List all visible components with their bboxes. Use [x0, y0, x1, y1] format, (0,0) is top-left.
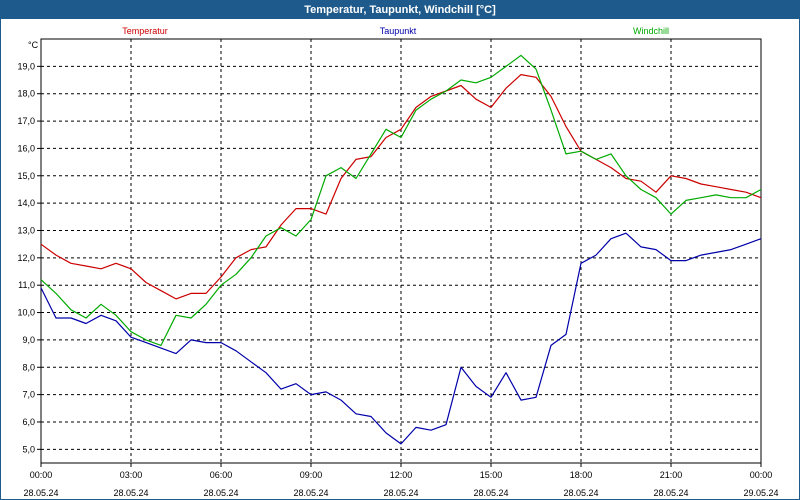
- x-tick-label-time: 06:00: [210, 470, 233, 480]
- x-tick-label-time: 15:00: [480, 470, 503, 480]
- y-tick-label: 16,0: [17, 143, 35, 153]
- x-tick-label-date: 28.05.24: [473, 488, 508, 498]
- y-tick-label: 18,0: [17, 89, 35, 99]
- x-tick-label-date: 28.05.24: [203, 488, 238, 498]
- x-tick-label-date: 28.05.24: [563, 488, 598, 498]
- x-tick-label-time: 00:00: [750, 470, 773, 480]
- y-tick-label: 7,0: [22, 390, 35, 400]
- y-axis-unit: °C: [28, 40, 39, 50]
- y-tick-label: 12,0: [17, 253, 35, 263]
- y-tick-label: 8,0: [22, 362, 35, 372]
- x-tick-label-time: 18:00: [570, 470, 593, 480]
- y-tick-label: 11,0: [18, 280, 35, 290]
- y-tick-label: 17,0: [17, 116, 35, 126]
- axes: 5,0 6,0 7,0 8,0 9,0 10,0 11,0 12,0 13,0 14,0 15,0 1…: [17, 40, 778, 498]
- series-line-taupunkt: [40, 232, 762, 445]
- y-tick-label: 15,0: [17, 171, 35, 181]
- series-lines: [40, 54, 762, 445]
- series-line-temperatur: [40, 73, 762, 300]
- x-tick-label-time: 12:00: [390, 470, 413, 480]
- series-line-windchill: [40, 54, 762, 346]
- legend-label-windchill: Windchill: [633, 26, 669, 36]
- x-tick-label-date: 28.05.24: [293, 488, 328, 498]
- window-title: Temperatur, Taupunkt, Windchill [°C]: [1, 1, 799, 19]
- x-tick-label-time: 03:00: [120, 470, 143, 480]
- y-tick-label: 10,0: [17, 308, 35, 318]
- y-tick-label: 9,0: [22, 335, 35, 345]
- y-tick-label: 13,0: [17, 225, 35, 235]
- y-tick-label: 19,0: [17, 61, 35, 71]
- x-tick-label-time: 09:00: [300, 470, 323, 480]
- y-tick-label: 14,0: [17, 198, 35, 208]
- x-tick-label-date: 28.05.24: [113, 488, 148, 498]
- y-tick-label: 5,0: [22, 444, 35, 454]
- chart-area: 5,0 6,0 7,0 8,0 9,0 10,0 11,0 12,0 13,0 14,0 15,0 1…: [17, 26, 778, 498]
- grid: [41, 39, 761, 463]
- legend: Temperatur Taupunkt Windchill: [122, 26, 669, 36]
- y-tick-label: 6,0: [22, 417, 35, 427]
- x-tick-label-time: 21:00: [660, 470, 683, 480]
- x-tick-label-time: 00:00: [30, 470, 53, 480]
- x-tick-label-date: 28.05.24: [23, 488, 58, 498]
- x-tick-label-date: 28.05.24: [653, 488, 688, 498]
- legend-label-temperatur: Temperatur: [122, 26, 168, 36]
- x-tick-label-date: 28.05.24: [383, 488, 418, 498]
- x-tick-label-date: 29.05.24: [743, 488, 778, 498]
- legend-label-taupunkt: Taupunkt: [380, 26, 417, 36]
